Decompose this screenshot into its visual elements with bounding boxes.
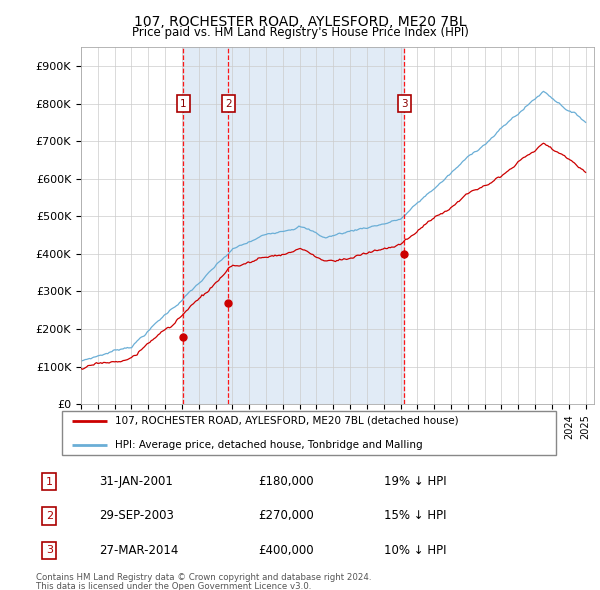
Text: 19% ↓ HPI: 19% ↓ HPI: [385, 475, 447, 488]
Text: This data is licensed under the Open Government Licence v3.0.: This data is licensed under the Open Gov…: [36, 582, 311, 590]
Text: 1: 1: [46, 477, 53, 487]
Text: £270,000: £270,000: [258, 509, 314, 523]
Text: 27-MAR-2014: 27-MAR-2014: [100, 544, 179, 557]
Text: £400,000: £400,000: [258, 544, 313, 557]
Text: 2: 2: [225, 99, 232, 109]
Text: 3: 3: [46, 545, 53, 555]
Text: Contains HM Land Registry data © Crown copyright and database right 2024.: Contains HM Land Registry data © Crown c…: [36, 573, 371, 582]
FancyBboxPatch shape: [62, 411, 556, 455]
Text: 107, ROCHESTER ROAD, AYLESFORD, ME20 7BL (detached house): 107, ROCHESTER ROAD, AYLESFORD, ME20 7BL…: [115, 416, 458, 426]
Bar: [183, 47, 404, 404]
Text: HPI: Average price, detached house, Tonbridge and Malling: HPI: Average price, detached house, Tonb…: [115, 440, 422, 450]
Text: 10% ↓ HPI: 10% ↓ HPI: [385, 544, 447, 557]
Text: 2: 2: [46, 511, 53, 521]
Text: 3: 3: [401, 99, 408, 109]
Text: 31-JAN-2001: 31-JAN-2001: [100, 475, 173, 488]
Text: £180,000: £180,000: [258, 475, 313, 488]
Text: 1: 1: [180, 99, 187, 109]
Text: Price paid vs. HM Land Registry's House Price Index (HPI): Price paid vs. HM Land Registry's House …: [131, 26, 469, 39]
Text: 107, ROCHESTER ROAD, AYLESFORD, ME20 7BL: 107, ROCHESTER ROAD, AYLESFORD, ME20 7BL: [134, 15, 466, 29]
Text: 29-SEP-2003: 29-SEP-2003: [100, 509, 174, 523]
Text: 15% ↓ HPI: 15% ↓ HPI: [385, 509, 447, 523]
